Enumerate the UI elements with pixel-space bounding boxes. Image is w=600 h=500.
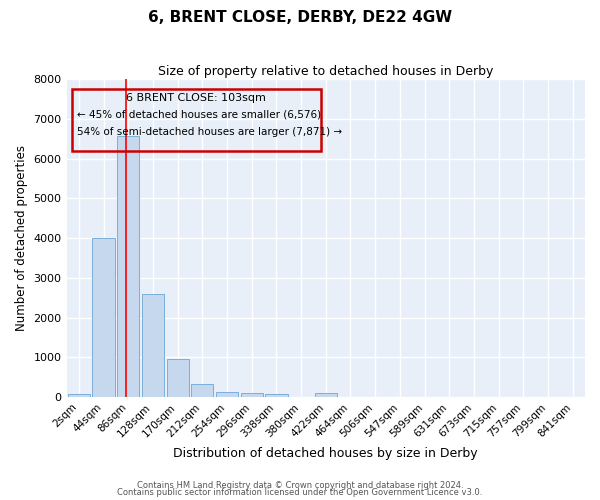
Bar xyxy=(167,359,189,397)
Bar xyxy=(216,392,238,397)
Title: Size of property relative to detached houses in Derby: Size of property relative to detached ho… xyxy=(158,65,493,78)
X-axis label: Distribution of detached houses by size in Derby: Distribution of detached houses by size … xyxy=(173,447,478,460)
Text: 54% of semi-detached houses are larger (7,871) →: 54% of semi-detached houses are larger (… xyxy=(77,127,342,137)
Bar xyxy=(92,238,115,397)
Bar xyxy=(265,394,287,397)
Text: 6, BRENT CLOSE, DERBY, DE22 4GW: 6, BRENT CLOSE, DERBY, DE22 4GW xyxy=(148,10,452,25)
Text: Contains HM Land Registry data © Crown copyright and database right 2024.: Contains HM Land Registry data © Crown c… xyxy=(137,480,463,490)
Bar xyxy=(142,294,164,397)
Text: 6 BRENT CLOSE: 103sqm: 6 BRENT CLOSE: 103sqm xyxy=(126,94,266,104)
Bar xyxy=(241,393,263,397)
Y-axis label: Number of detached properties: Number of detached properties xyxy=(15,145,28,331)
Text: Contains public sector information licensed under the Open Government Licence v3: Contains public sector information licen… xyxy=(118,488,482,497)
Bar xyxy=(68,394,90,397)
Bar xyxy=(314,393,337,397)
Text: ← 45% of detached houses are smaller (6,576): ← 45% of detached houses are smaller (6,… xyxy=(77,110,321,120)
Bar xyxy=(117,136,139,397)
Bar xyxy=(191,384,214,397)
